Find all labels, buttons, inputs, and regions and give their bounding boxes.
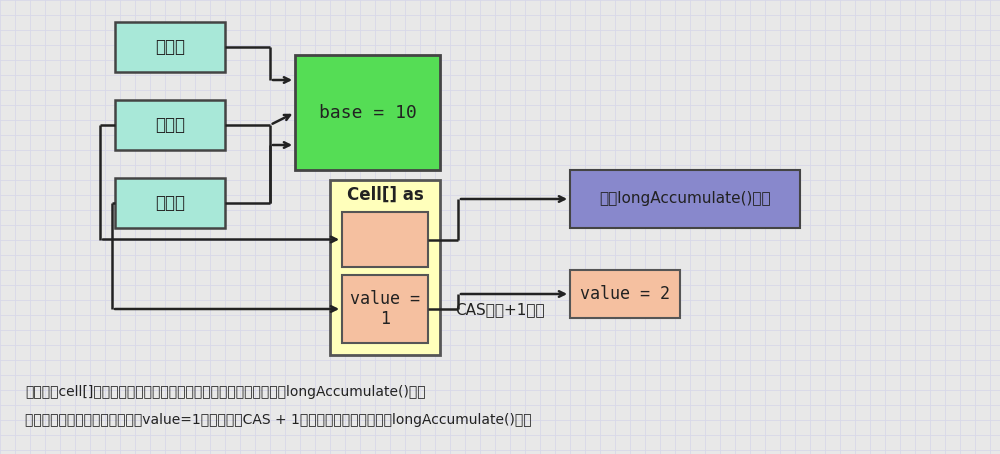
Text: 条件三：线程三对应的数组元素value=1，直接进行CAS + 1操作，如果失败也会进入longAccumulate()方法: 条件三：线程三对应的数组元素value=1，直接进行CAS + 1操作，如果失败…	[25, 413, 532, 427]
Bar	[342, 275, 428, 343]
Text: CAS进行+1操作: CAS进行+1操作	[455, 302, 545, 317]
Bar	[570, 270, 680, 318]
Text: 线程三: 线程三	[155, 194, 185, 212]
Text: base = 10: base = 10	[319, 104, 416, 122]
Text: 条件二：cell[]数组已经初始化，线程二对应的数组元素为空，进入longAccumulate()方法: 条件二：cell[]数组已经初始化，线程二对应的数组元素为空，进入longAcc…	[25, 385, 426, 399]
Text: 线程一: 线程一	[155, 38, 185, 56]
Bar	[330, 180, 440, 355]
Text: value =
1: value = 1	[350, 290, 420, 328]
Bar	[115, 22, 225, 72]
Bar	[342, 212, 428, 267]
Bar	[295, 55, 440, 170]
Bar	[115, 100, 225, 150]
Text: 线程二: 线程二	[155, 116, 185, 134]
Bar	[115, 178, 225, 228]
Bar	[570, 170, 800, 228]
Text: 执行longAccumulate()方法: 执行longAccumulate()方法	[599, 192, 771, 207]
Text: value = 2: value = 2	[580, 285, 670, 303]
Text: Cell[] as: Cell[] as	[347, 186, 423, 204]
